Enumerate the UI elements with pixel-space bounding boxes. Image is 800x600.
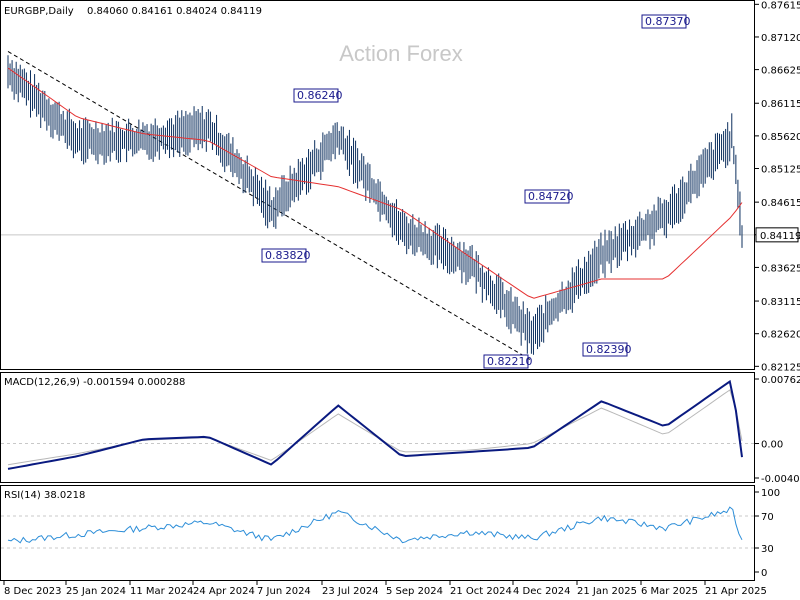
- price-panel: [0, 0, 755, 370]
- watermark: Action Forex: [339, 41, 463, 66]
- price-label-box: [483, 354, 529, 369]
- price-y-tick-label: 0.86625: [761, 66, 800, 77]
- price-label: 0.84720: [528, 190, 574, 203]
- price-label-box: [582, 342, 628, 357]
- macd-header: MACD(12,26,9) -0.001594 0.000288: [4, 377, 185, 388]
- x-tick-label: 4 Dec 2024: [513, 586, 571, 597]
- price-y-tick-label: 0.82620: [761, 330, 800, 341]
- price-y-tick-label: 0.84615: [761, 198, 800, 209]
- ma-line: [7, 67, 743, 299]
- price-header-ohlc: 0.84060 0.84161 0.84024 0.84119: [87, 6, 262, 17]
- rsi-panel: [0, 485, 755, 581]
- x-tick-label: 24 Apr 2024: [193, 586, 255, 597]
- x-tick-label: 21 Oct 2024: [450, 586, 512, 597]
- x-tick-label: 6 Mar 2025: [641, 586, 698, 597]
- macd-panel: [0, 372, 755, 483]
- macd-y-tick-label: -0.004073: [761, 474, 800, 485]
- price-y-tick-label: 0.83625: [761, 263, 800, 274]
- x-tick-label: 25 Jan 2024: [66, 586, 126, 597]
- x-axis: 8 Dec 2023 25 Jan 2024 11 Mar 2024 24 Apr 2…: [3, 581, 767, 597]
- x-tick-label: 11 Mar 2024: [130, 586, 193, 597]
- x-tick-label: 5 Sep 2024: [386, 586, 443, 597]
- macd-y-axis: 0.007623 0.00 -0.004073: [755, 375, 800, 485]
- x-tick-label: 21 Jan 2025: [577, 586, 637, 597]
- current-price-tag: [755, 227, 799, 243]
- price-label: 0.87370: [645, 15, 691, 28]
- price-y-tick-label: 0.87615: [761, 0, 800, 11]
- rsi-line: [7, 506, 743, 544]
- price-label: 0.82390: [586, 343, 632, 356]
- price-y-tick-label: 0.83115: [761, 297, 800, 308]
- macd-y-tick-label: 0.007623: [761, 375, 800, 386]
- macd-y-tick-label: 0.00: [761, 440, 783, 451]
- price-header-symbol: EURGBP,Daily: [4, 6, 74, 17]
- macd-line: [7, 379, 743, 470]
- rsi-y-axis: 100 70 30 0: [755, 488, 780, 579]
- price-bars: [7, 55, 743, 355]
- rsi-header: RSI(14) 38.0218: [4, 490, 85, 501]
- price-label: 0.82210: [487, 355, 533, 368]
- rsi-line-path: [7, 506, 743, 544]
- price-y-tick-label: 0.85620: [761, 132, 800, 143]
- rsi-y-tick-label: 100: [761, 488, 780, 499]
- price-label-box: [524, 189, 570, 204]
- price-label: 0.86240: [297, 89, 343, 102]
- price-y-tick-label: 0.82125: [761, 362, 800, 373]
- price-y-tick-label: 0.87120: [761, 33, 800, 44]
- macd-lines: [7, 379, 743, 470]
- price-label-box: [261, 248, 307, 263]
- price-label-box: [293, 88, 339, 103]
- rsi-y-tick-label: 70: [761, 512, 774, 523]
- price-label: 0.83820: [265, 249, 311, 262]
- reference-lines: [1, 234, 754, 549]
- price-annotations: 0.87370 0.86240 0.84720 0.83820 0.82390 0.822…: [261, 14, 800, 369]
- rsi-y-tick-label: 0: [761, 568, 767, 579]
- price-y-tick-label: 0.85125: [761, 165, 800, 176]
- current-price-tag-label: 0.84119: [760, 231, 800, 242]
- moving-average: [7, 67, 743, 299]
- x-tick-label: 7 Jun 2024: [257, 586, 311, 597]
- x-tick-label: 23 Jul 2024: [322, 586, 379, 597]
- rsi-y-tick-label: 30: [761, 544, 774, 555]
- price-y-tick-label: 0.86115: [761, 99, 800, 110]
- price-label-box: [641, 14, 687, 29]
- x-tick-label: 8 Dec 2023: [4, 586, 62, 597]
- x-tick-label: 21 Apr 2025: [705, 586, 767, 597]
